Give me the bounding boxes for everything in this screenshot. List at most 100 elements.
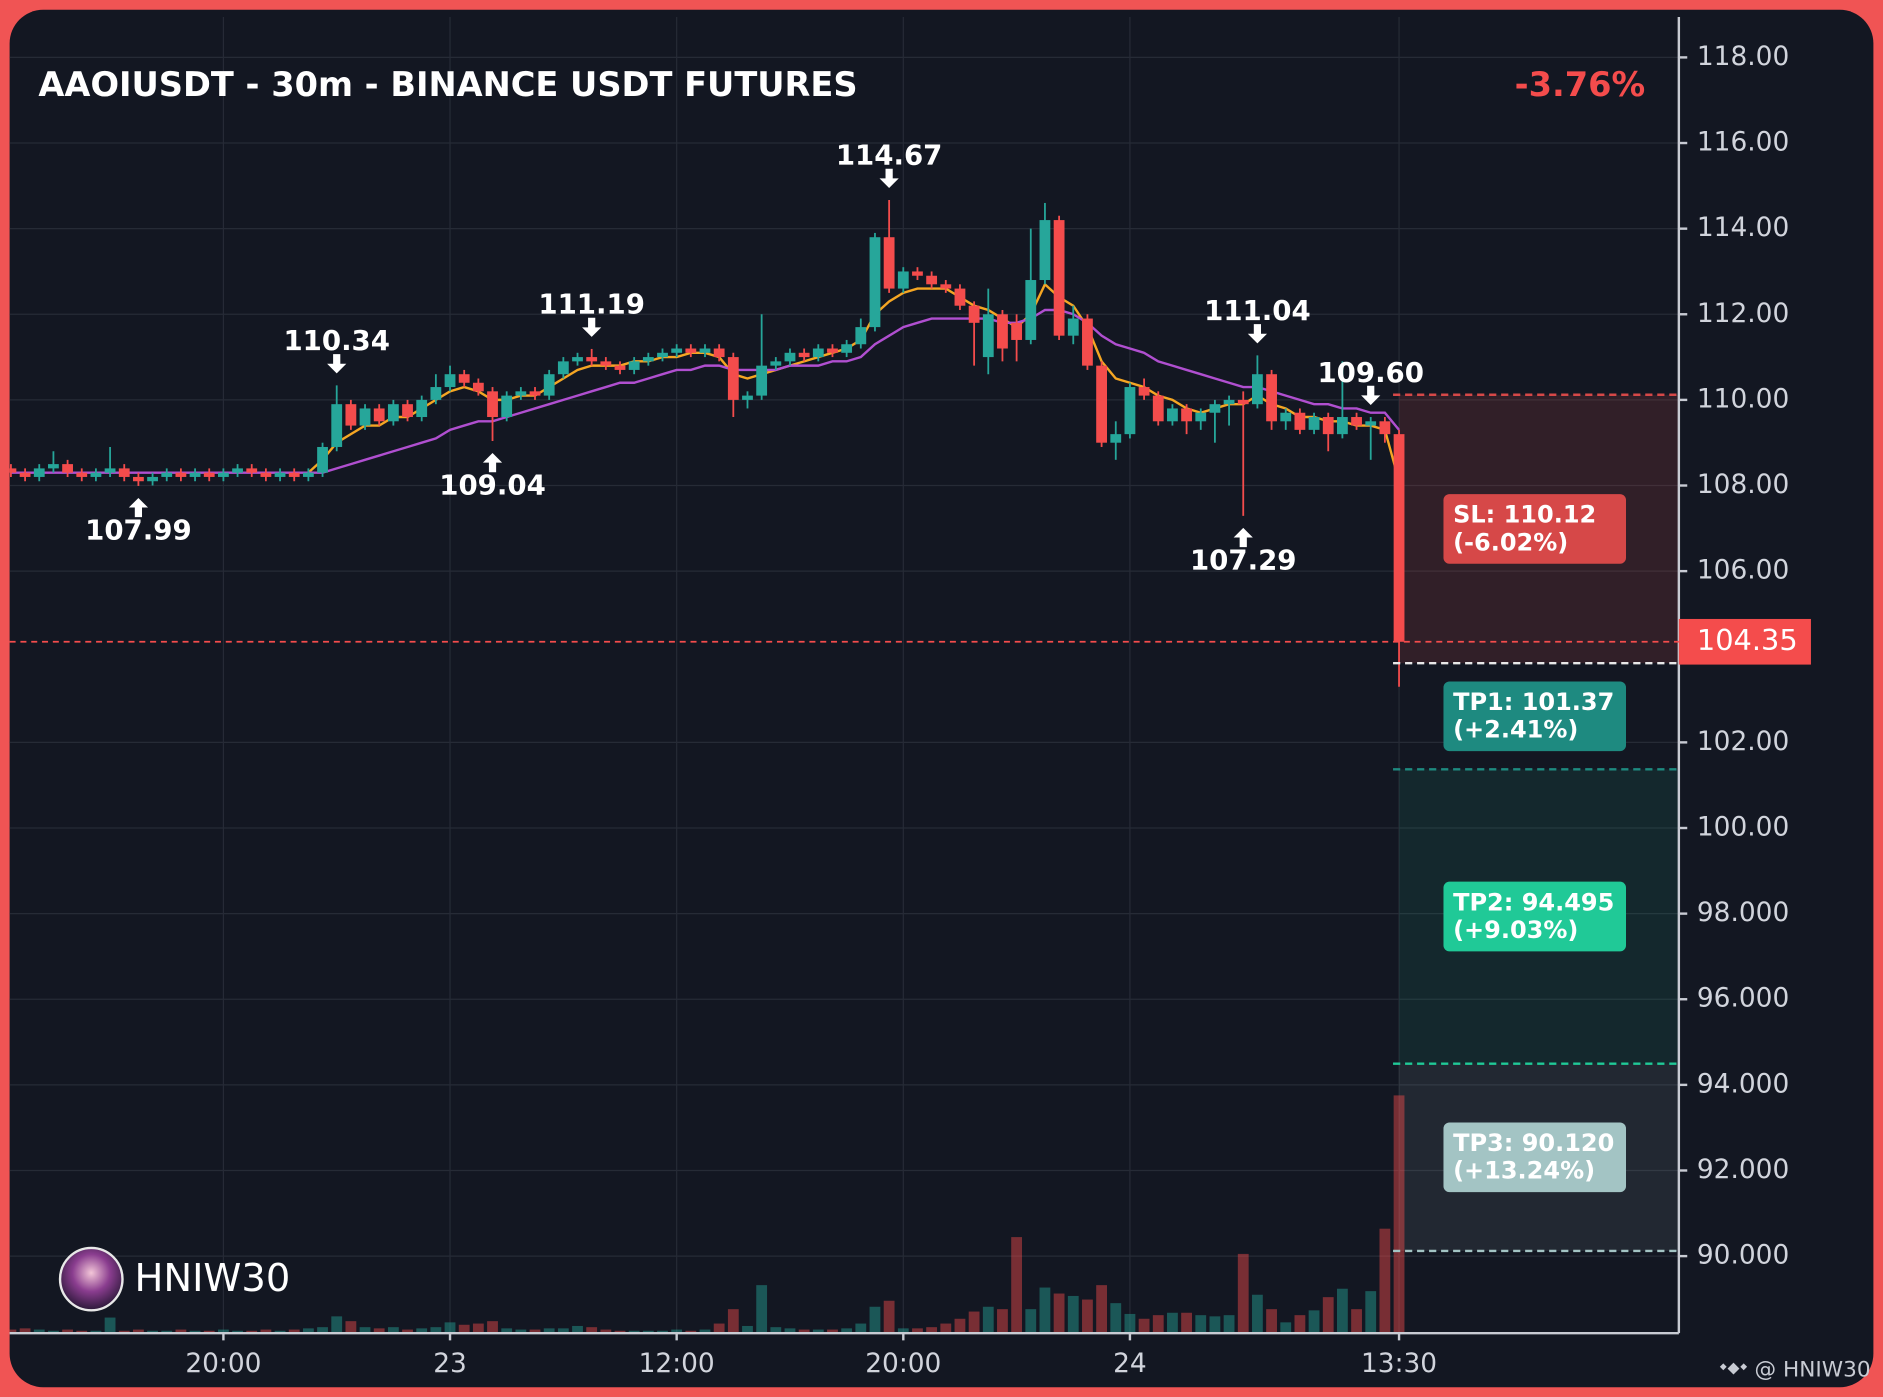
y-tick-label: 114.00 <box>1697 212 1789 243</box>
candle-body <box>373 408 385 422</box>
volume-bar <box>458 1324 470 1334</box>
position-change: (+13.24%) <box>1453 1157 1595 1185</box>
volume-bar <box>1365 1291 1377 1334</box>
candle-body <box>515 391 527 396</box>
y-tick-label: 90.000 <box>1697 1240 1789 1271</box>
volume-bar <box>1237 1253 1249 1334</box>
extreme-label: 114.67 <box>836 139 943 172</box>
candle-body <box>1322 417 1334 435</box>
candle-body <box>444 374 456 388</box>
candle-body <box>713 348 725 358</box>
extreme-arrow <box>1361 385 1381 406</box>
candle-body <box>1351 417 1362 426</box>
candle-body <box>133 476 144 482</box>
volume-bar <box>1294 1315 1306 1334</box>
y-tick-label: 92.000 <box>1697 1154 1789 1185</box>
volume-bar <box>713 1323 725 1334</box>
candle-body <box>1252 374 1263 405</box>
volume-bar <box>742 1325 753 1334</box>
position-change: (-6.02%) <box>1453 528 1568 556</box>
volume-bar <box>1152 1315 1164 1334</box>
extreme-label: 111.19 <box>538 288 645 321</box>
candle-body <box>940 284 952 289</box>
volume-bar <box>1322 1297 1334 1334</box>
position-label: SL: 110.12 <box>1453 501 1596 529</box>
volume-bar <box>671 1329 683 1334</box>
candle-body <box>62 464 73 473</box>
volume-bar <box>444 1322 456 1334</box>
candle-body <box>685 348 697 353</box>
candle-body <box>968 305 980 323</box>
candle-body <box>557 361 569 375</box>
volume-bar <box>1209 1316 1221 1334</box>
candle-body <box>416 399 428 418</box>
volume-bar <box>1025 1309 1037 1334</box>
moving-average-line <box>10 308 1400 474</box>
candle-body <box>1011 322 1023 340</box>
x-tick-label: 20:00 <box>185 1348 261 1379</box>
volume-bar <box>359 1327 371 1334</box>
position-label-box <box>1443 681 1627 752</box>
candle-body <box>232 468 243 473</box>
volume-bar <box>345 1321 357 1334</box>
candle-body <box>203 472 215 477</box>
candle-body <box>798 352 810 358</box>
candle-body <box>1124 387 1136 435</box>
extreme-arrow <box>582 317 602 337</box>
candle-body <box>302 472 314 477</box>
volume-bar <box>1379 1228 1391 1334</box>
candle-body <box>1181 408 1192 422</box>
position-label-box <box>1443 881 1627 952</box>
candle-body <box>175 472 187 477</box>
candle-body <box>1308 417 1320 430</box>
volume-bar <box>798 1329 810 1334</box>
watermark: HNIW30 <box>135 1256 291 1301</box>
candle-body <box>1237 399 1249 405</box>
volume-bar <box>883 1300 895 1334</box>
extreme-label: 107.29 <box>1190 544 1297 577</box>
candle-body <box>1393 434 1405 642</box>
volume-bar <box>501 1328 513 1334</box>
candle-body <box>402 404 413 418</box>
volume-bar <box>416 1328 428 1334</box>
candle-body <box>1039 220 1051 281</box>
candle-body <box>76 472 88 477</box>
candle-body <box>19 472 31 477</box>
extreme-label: 107.99 <box>85 514 192 547</box>
volume-bar <box>133 1329 144 1334</box>
candle-body <box>1365 421 1377 426</box>
position-label-box <box>1443 1122 1627 1193</box>
candle-body <box>997 314 1008 349</box>
candle-body <box>359 408 371 426</box>
candle-body <box>1195 412 1207 422</box>
position-label: TP3: 90.120 <box>1453 1129 1614 1157</box>
candle-body <box>1096 365 1108 443</box>
y-tick-label: 102.00 <box>1697 726 1789 757</box>
candle-body <box>628 361 640 370</box>
volume-bar <box>175 1329 187 1334</box>
avatar <box>58 1246 124 1312</box>
candle-body <box>472 382 484 392</box>
candle-body <box>1025 280 1037 340</box>
candle-body <box>572 357 583 362</box>
extreme-label: 109.04 <box>439 469 546 502</box>
candle-body <box>642 357 654 362</box>
y-tick-label: 108.00 <box>1697 469 1789 500</box>
candle-body <box>501 395 513 418</box>
volume-bar <box>1308 1310 1320 1334</box>
y-tick-label: 94.000 <box>1697 1068 1789 1099</box>
candle-body <box>1280 412 1292 422</box>
extreme-arrow <box>1233 527 1253 548</box>
candle-body <box>784 352 796 362</box>
candle-body <box>387 404 399 422</box>
candle-body <box>1336 417 1348 435</box>
position-change: (+9.03%) <box>1453 916 1578 944</box>
candle-body <box>529 391 541 396</box>
candle-body <box>147 476 158 482</box>
candle-body <box>586 357 598 362</box>
candle-body <box>926 275 938 285</box>
volume-bar <box>997 1309 1008 1334</box>
volume-bar <box>217 1329 229 1334</box>
candle-body <box>954 288 966 306</box>
